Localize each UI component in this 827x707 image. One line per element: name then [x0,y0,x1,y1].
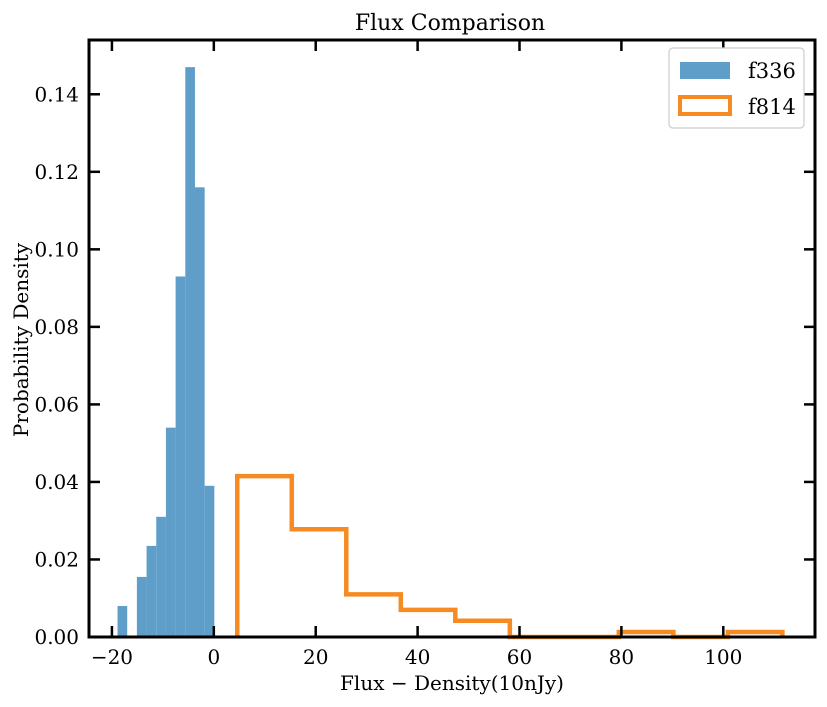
y-tick-label: 0.08 [34,315,79,339]
x-tick-label: −20 [91,645,133,669]
x-tick-label: 0 [207,645,220,669]
x-ticks: −20 0 20 40 60 80 100 [91,40,742,669]
legend-label-f336: f336 [748,59,796,83]
x-axis-label: Flux − Density(10nJy) [340,671,564,695]
x-tick-label: 60 [507,645,532,669]
bar-f336 [175,276,186,637]
legend-label-f814: f814 [748,95,796,119]
bar-f336 [165,427,176,637]
bar-f336 [156,516,166,637]
bar-f336 [204,485,215,637]
y-axis-label: Probability Density [9,242,33,437]
x-tick-label: 40 [405,645,430,669]
y-tick-label: 0.04 [34,470,79,494]
chart-title: Flux Comparison [355,11,545,36]
bar-f336 [117,605,128,637]
x-tick-label: 100 [704,645,742,669]
y-tick-label: 0.00 [34,625,79,649]
bar-f336 [136,576,147,637]
y-ticks: 0.00 0.02 0.04 0.06 0.08 0.10 0.12 0.14 [34,82,815,649]
x-tick-label: 20 [303,645,328,669]
y-tick-label: 0.14 [34,82,79,106]
y-tick-label: 0.06 [34,392,79,416]
step-line-f814 [235,473,785,640]
plot-layer [117,67,785,640]
y-tick-label: 0.10 [34,237,79,261]
y-tick-label: 0.12 [34,160,79,184]
legend-swatch-f336 [680,62,730,79]
bar-f336 [146,545,157,637]
y-tick-label: 0.02 [34,547,79,571]
legend: f336 f814 [668,47,805,129]
x-tick-label: 80 [609,645,634,669]
legend-swatch-f814 [678,95,732,116]
plot-frame [87,38,817,639]
bar-f336 [185,67,195,637]
bar-f336 [194,187,205,637]
